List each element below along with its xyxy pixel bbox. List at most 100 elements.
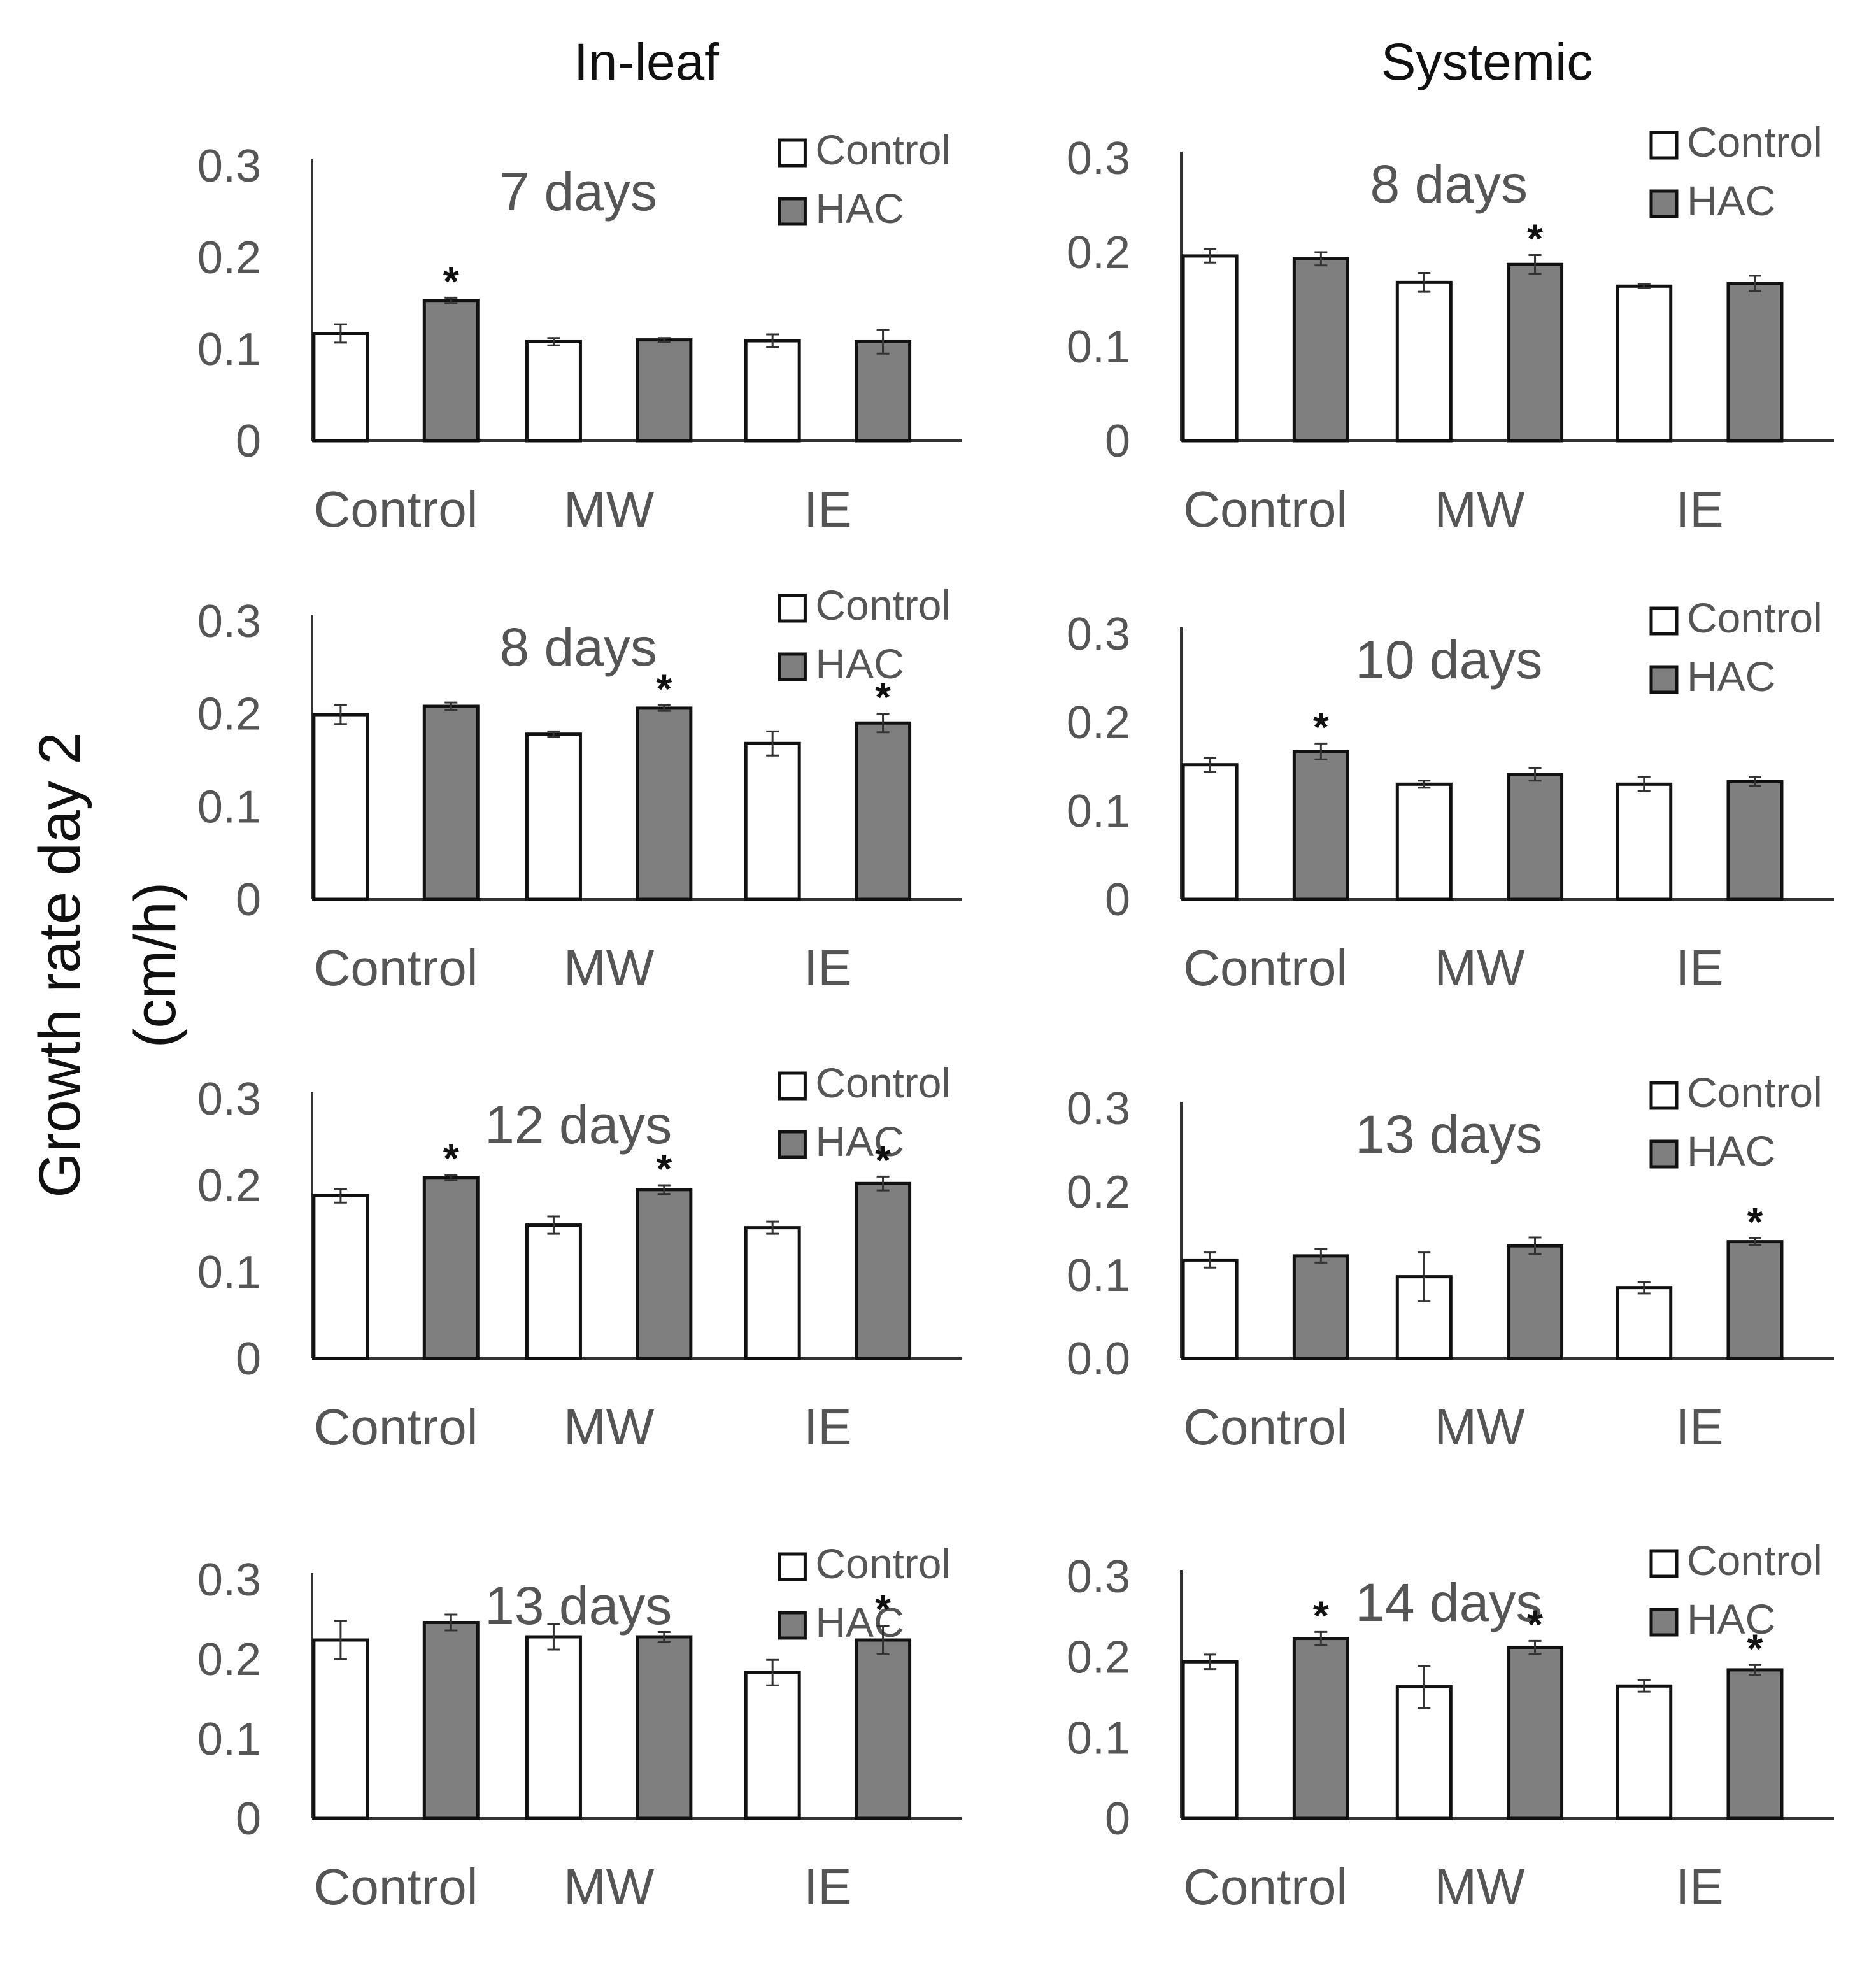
y-tick-label: 0.1 [1067, 786, 1130, 837]
bar [1507, 1645, 1564, 1820]
error-bar [1637, 1679, 1651, 1693]
error-bar [334, 323, 347, 344]
y-tick-label: 0.2 [1067, 1167, 1130, 1218]
bar [422, 1176, 480, 1360]
bar [636, 1188, 693, 1360]
bar [1616, 284, 1673, 443]
y-tick-label: 0.1 [197, 1714, 261, 1765]
bar [636, 338, 693, 443]
category-label: MW [564, 939, 655, 996]
bar [1726, 780, 1784, 901]
y-tick-label: 0 [236, 874, 261, 925]
bar [1395, 280, 1453, 443]
significance-marker: * [1527, 1601, 1543, 1647]
error-bar [766, 730, 779, 757]
bar [312, 332, 369, 443]
y-tick-label: 0.3 [197, 1555, 261, 1606]
error-bar [1204, 1653, 1217, 1671]
category-label: Control [314, 481, 478, 538]
column-title-in-leaf: In-leaf [574, 33, 719, 91]
error-bar [766, 1658, 779, 1686]
category-label: Control [1183, 1858, 1347, 1915]
error-bar [547, 337, 560, 346]
panel-title: 7 days [499, 162, 657, 222]
bar [855, 339, 912, 443]
legend-swatch [1649, 131, 1679, 160]
error-bar [1418, 272, 1431, 293]
chart-panel: 0 0.1 0.2 0.3 8 days Control HAC Control * MW IE [1067, 118, 1834, 538]
chart-panel: 0 0.1 0.2 0.3 8 days Control HAC Control * MW * IE [197, 581, 962, 996]
category-label: IE [804, 939, 852, 996]
significance-marker: * [1527, 215, 1543, 261]
bar [422, 704, 480, 901]
error-bar [1418, 1665, 1431, 1709]
error-bar [444, 1174, 458, 1181]
bar [312, 1194, 369, 1360]
error-bar [657, 1184, 671, 1195]
error-bar [657, 337, 671, 343]
error-bar [444, 701, 458, 711]
error-bar [876, 1175, 890, 1192]
error-bar [1748, 1237, 1761, 1246]
legend-label: HAC [1687, 653, 1775, 700]
category-label: MW [1434, 1399, 1525, 1455]
y-tick-label: 0.1 [197, 324, 261, 375]
bar [1507, 262, 1564, 443]
bar [312, 713, 369, 901]
category-label: IE [1675, 1399, 1724, 1455]
y-axis-label-line2: (cm/h) [123, 882, 188, 1048]
error-bar [1418, 780, 1431, 789]
chart-panel: 00.10.20.3 14 daysControlHAC*Control*MW*I… [1067, 1537, 1834, 1915]
bar [1292, 750, 1349, 901]
category-label: Control [314, 1858, 478, 1915]
y-tick-label: 0 [1105, 1793, 1130, 1844]
panel-title: 8 days [499, 617, 657, 677]
error-bar [1204, 757, 1217, 773]
chart-panel: 0 0.1 0.2 0.3 7 days Control HAC * Control MW IE [197, 126, 962, 538]
error-bar [1528, 253, 1542, 275]
bar [744, 1226, 801, 1360]
y-tick-label: 0.3 [1067, 1551, 1130, 1602]
bar [1292, 1254, 1349, 1360]
bar [744, 741, 801, 901]
legend-label: HAC [815, 1118, 904, 1165]
error-bar [1748, 275, 1761, 292]
bar [855, 721, 912, 901]
category-label: MW [1434, 939, 1525, 996]
significance-marker: * [875, 674, 891, 720]
category-label: IE [1675, 481, 1724, 538]
y-tick-label: 0.0 [1067, 1334, 1130, 1385]
legend-label: HAC [815, 185, 904, 232]
error-bar [444, 296, 458, 304]
bar [525, 1223, 582, 1360]
panel-title: 10 days [1355, 630, 1542, 690]
error-bar [334, 704, 347, 725]
y-tick-label: 0.1 [197, 781, 261, 832]
legend-swatch [778, 594, 807, 623]
bar [855, 1638, 912, 1820]
y-tick-label: 0 [236, 1334, 261, 1385]
legend-label: Control [1687, 1069, 1823, 1116]
legend-swatch [1649, 1549, 1679, 1578]
bar [744, 339, 801, 443]
error-bar [444, 1613, 458, 1632]
legend-swatch [778, 1552, 807, 1581]
bar [525, 1635, 582, 1820]
legend-label: Control [815, 1540, 951, 1587]
significance-marker: * [443, 258, 459, 304]
error-bar [334, 1187, 347, 1204]
legend-label: Control [815, 126, 951, 173]
significance-marker: * [1747, 1199, 1763, 1244]
bar [1181, 1660, 1239, 1820]
legend-label: Control [1687, 1537, 1823, 1584]
y-tick-label: 0.2 [197, 1160, 261, 1211]
legend-swatch [778, 1071, 807, 1101]
chart-panel: 00.10.20.3 12 daysControlHAC*Control*MW*I… [197, 1059, 962, 1455]
category-label: Control [1183, 481, 1347, 538]
bar [312, 1638, 369, 1820]
y-tick-label: 0.3 [197, 1074, 261, 1125]
significance-marker: * [1747, 1625, 1763, 1671]
legend-swatch [1649, 665, 1679, 694]
error-bar [1528, 767, 1542, 782]
chart-panel: 0.0 0.1 0.2 0.3 13 days Control HAC Control MW * I… [1067, 1069, 1834, 1455]
